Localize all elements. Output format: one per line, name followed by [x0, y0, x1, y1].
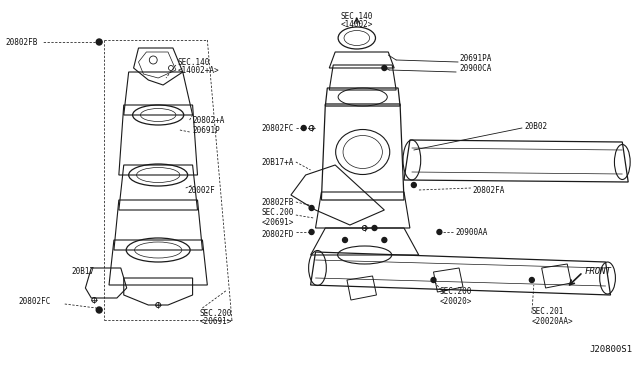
Text: 20002F: 20002F [188, 186, 216, 195]
Text: <20020AA>: <20020AA> [532, 317, 573, 327]
Text: FRONT: FRONT [585, 267, 612, 276]
Text: 20802FD: 20802FD [262, 230, 294, 238]
Text: J20800S1: J20800S1 [589, 346, 632, 355]
Circle shape [382, 65, 387, 71]
Text: 20691PA: 20691PA [459, 54, 492, 62]
Text: 20900CA: 20900CA [459, 64, 492, 73]
Text: SEC.200: SEC.200 [262, 208, 294, 217]
Text: 20900AA: 20900AA [455, 228, 488, 237]
Text: 20802+A: 20802+A [193, 115, 225, 125]
Text: 20691P: 20691P [193, 125, 220, 135]
Circle shape [382, 237, 387, 243]
Circle shape [372, 225, 377, 231]
Circle shape [529, 278, 534, 282]
Circle shape [412, 183, 416, 187]
Text: <14002+A>: <14002+A> [178, 65, 220, 74]
Text: 20802FA: 20802FA [473, 186, 505, 195]
Circle shape [301, 125, 306, 131]
Circle shape [437, 230, 442, 234]
Text: 20B17: 20B17 [72, 267, 95, 276]
Circle shape [309, 230, 314, 234]
Text: 20B17+A: 20B17+A [262, 157, 294, 167]
Circle shape [342, 237, 348, 243]
Text: SEC.200: SEC.200 [200, 310, 232, 318]
Circle shape [96, 307, 102, 313]
Circle shape [96, 39, 102, 45]
Text: SEC.201: SEC.201 [532, 308, 564, 317]
Text: <20691>: <20691> [262, 218, 294, 227]
Text: 20802FB: 20802FB [262, 198, 294, 206]
Text: <20020>: <20020> [440, 298, 472, 307]
Text: 20802FC: 20802FC [19, 298, 51, 307]
Text: 20B02: 20B02 [524, 122, 547, 131]
Circle shape [431, 278, 436, 282]
Text: SEC.140: SEC.140 [340, 12, 373, 20]
Text: <20691>: <20691> [200, 317, 232, 327]
Text: 20802FB: 20802FB [6, 38, 38, 46]
Text: 20802FC: 20802FC [262, 124, 294, 132]
Text: SEC.200: SEC.200 [440, 288, 472, 296]
Text: <14002>: <14002> [340, 19, 373, 29]
Circle shape [309, 205, 314, 211]
Text: SEC.140: SEC.140 [178, 58, 210, 67]
